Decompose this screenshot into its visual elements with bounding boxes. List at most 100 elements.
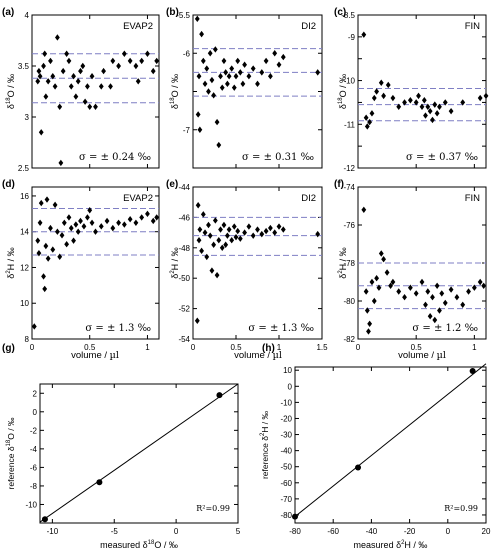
data-point — [45, 255, 51, 262]
data-point — [268, 224, 273, 232]
panel-label: (f) — [334, 179, 344, 190]
data-point — [85, 214, 90, 221]
data-point — [204, 65, 210, 72]
data-point — [194, 317, 200, 324]
y-tick-label: -12 — [343, 164, 355, 173]
data-point — [36, 249, 42, 257]
data-point — [240, 80, 246, 88]
y-axis-label: reference δ2H / ‰ — [260, 410, 270, 479]
y-tick-label: -10 — [280, 398, 292, 407]
y-tick-label: -78 — [343, 259, 355, 268]
data-point — [219, 84, 225, 91]
data-point — [38, 129, 44, 136]
panel-label: (d) — [2, 179, 15, 190]
data-point — [89, 73, 95, 80]
data-point — [211, 92, 217, 99]
data-point — [110, 57, 116, 65]
data-point — [378, 250, 384, 257]
y-axis-label-delta: δ — [170, 104, 180, 109]
data-point — [364, 307, 370, 314]
data-point — [139, 57, 145, 65]
data-point — [263, 57, 269, 65]
data-point — [371, 297, 377, 305]
data-point — [442, 99, 448, 106]
regression-line — [39, 383, 239, 523]
data-point — [60, 67, 66, 75]
data-point — [38, 199, 44, 207]
data-point — [127, 215, 133, 223]
data-point — [315, 69, 321, 76]
y-axis-label: δ2H / ‰ — [6, 247, 16, 278]
annotation-text: R²=0.99 — [444, 504, 478, 513]
data-point — [135, 78, 141, 85]
data-point — [93, 228, 98, 235]
data-point — [460, 301, 466, 308]
x-tick-label: 0.5 — [230, 343, 242, 352]
x-axis-label-volume-1: volume / µl — [234, 350, 282, 361]
chart-panel-g: -10 -5 0 5 -10 -8 -6 -4 -2 0 2 (g) R²=0.99 reference … — [2, 343, 241, 550]
data-point — [68, 83, 74, 90]
y-axis-label-delta: δ — [338, 104, 348, 109]
data-point — [434, 282, 440, 289]
data-point — [31, 323, 37, 330]
y-tick-label: -2 — [30, 426, 38, 435]
plot-frame — [192, 14, 323, 169]
panel-label: (h) — [262, 343, 275, 354]
data-point — [226, 73, 232, 80]
data-point — [44, 196, 50, 203]
data-point — [212, 46, 218, 53]
data-point — [259, 230, 265, 238]
x-axis-label-volume-text: volume / — [398, 350, 437, 361]
data-point — [477, 278, 483, 286]
y-tick-label: 12 — [20, 263, 29, 272]
data-point — [50, 73, 56, 80]
y-axis-label-prefix: reference δ — [260, 436, 270, 479]
y-axis-label-rest: O / ‰ — [6, 74, 16, 98]
data-point — [250, 65, 256, 72]
data-point — [195, 111, 201, 118]
y-axis-label-superscript: 2 — [338, 270, 344, 274]
panel-title: EVAP2 — [123, 193, 153, 204]
x-axis-label: measured δ2H / ‰ — [354, 540, 428, 550]
data-point — [481, 282, 487, 289]
panel-title: FIN — [465, 21, 480, 32]
data-point — [206, 88, 211, 95]
data-point — [52, 83, 58, 90]
y-axis-label-delta: δ — [6, 274, 16, 279]
x-tick-label: 1.5 — [316, 343, 328, 352]
data-point — [207, 50, 213, 57]
data-point — [127, 57, 133, 65]
data-point — [226, 226, 232, 233]
data-point — [407, 284, 413, 291]
data-point — [246, 73, 252, 80]
data-point — [454, 294, 460, 301]
data-point — [42, 50, 48, 57]
x-tick-label: 1 — [472, 343, 477, 352]
data-point — [154, 214, 160, 221]
data-point — [80, 62, 86, 70]
annotation-text: σ = ± 1.3 ‰ — [248, 323, 314, 334]
annotation-text: σ = ± 0.37 ‰ — [406, 152, 478, 163]
data-point — [96, 479, 103, 486]
data-point — [133, 219, 139, 226]
data-point — [381, 256, 386, 263]
data-point — [104, 217, 110, 225]
y-tick-label: -40 — [280, 447, 292, 456]
annotation-text: σ = ± 0.31 ‰ — [242, 152, 314, 163]
y-axis-label-rest: O / ‰ — [338, 74, 348, 98]
data-point — [59, 232, 65, 239]
data-point — [89, 219, 95, 226]
data-point — [197, 126, 203, 133]
data-point — [381, 92, 386, 100]
x-tick-label: -10 — [47, 527, 59, 536]
data-point — [209, 76, 215, 84]
data-point — [460, 99, 466, 106]
y-tick-label: -76 — [343, 221, 355, 230]
data-point — [276, 223, 282, 230]
x-tick-label: 1 — [277, 343, 282, 352]
data-point — [367, 320, 373, 327]
data-point — [37, 73, 43, 80]
data-point — [73, 93, 79, 100]
data-point — [35, 237, 41, 244]
